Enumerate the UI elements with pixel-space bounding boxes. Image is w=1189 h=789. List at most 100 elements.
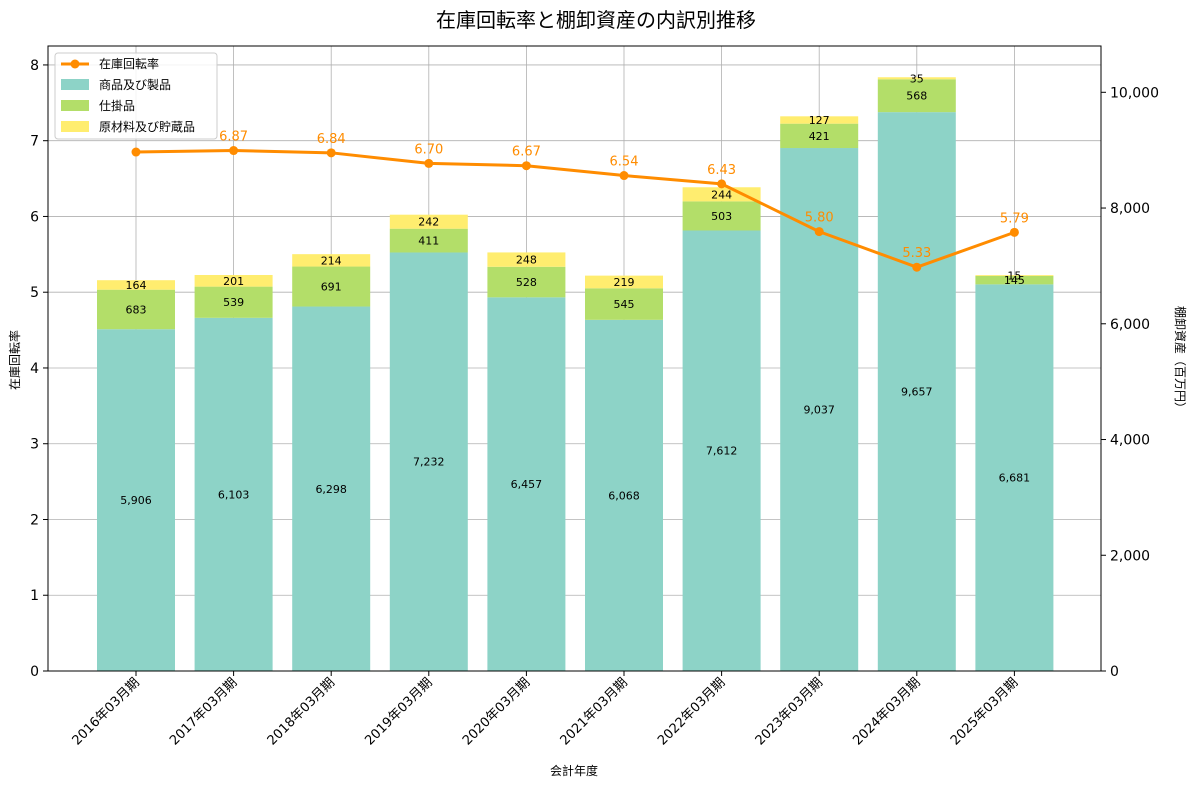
bar-value-label: 244 xyxy=(711,188,732,201)
bar-segment xyxy=(585,319,663,671)
turnover-point xyxy=(1009,227,1019,237)
bar-segment xyxy=(585,288,663,320)
plot-frame xyxy=(47,45,1102,672)
x-tick-label: 2020年03月期 xyxy=(460,675,533,748)
bar-segment xyxy=(487,266,566,298)
turnover-point xyxy=(619,171,629,181)
turnover-value-label: 6.67 xyxy=(512,145,541,160)
turnover-point xyxy=(717,179,727,189)
y-left-tick-label: 0 xyxy=(30,664,39,680)
bar-segment xyxy=(389,214,468,229)
bar-value-label: 9,657 xyxy=(901,386,933,399)
turnover-line-layer xyxy=(131,146,1019,272)
turnover-line xyxy=(135,149,1015,269)
turnover-value-label: 6.87 xyxy=(219,130,248,145)
bar-value-label: 201 xyxy=(223,275,244,288)
bar-segment xyxy=(194,274,273,287)
bar-value-label: 503 xyxy=(711,210,732,223)
bar-segment xyxy=(97,289,175,330)
bar-segment xyxy=(877,77,956,80)
bar-value-label: 528 xyxy=(516,276,537,289)
chart-title: 在庫回転率と棚卸資産の内訳別推移 xyxy=(436,8,756,32)
bar-value-label: 145 xyxy=(1004,274,1025,287)
bar-segment xyxy=(292,266,371,307)
y-left-tick-label: 6 xyxy=(30,209,39,225)
bar-segment xyxy=(682,187,761,202)
bar-segment xyxy=(682,201,761,231)
bar-value-label: 9,037 xyxy=(803,404,835,417)
y-left-tick-label: 5 xyxy=(30,285,39,301)
bar-segment xyxy=(194,317,273,671)
bar-segment xyxy=(877,112,956,672)
bar-segment xyxy=(975,275,1054,276)
turnover-value-label: 5.80 xyxy=(805,211,834,226)
y-axis-right-label: 棚卸資産（百万円） xyxy=(1173,306,1188,414)
legend-label: 原材料及び貯蔵品 xyxy=(99,120,195,134)
turnover-point xyxy=(814,227,824,237)
bar-value-label: 7,232 xyxy=(413,456,445,469)
turnover-point xyxy=(521,161,531,171)
bar-segment xyxy=(487,252,566,267)
y-right-tick-label: 4,000 xyxy=(1110,433,1150,449)
bar-segment xyxy=(194,286,273,318)
legend-swatch xyxy=(61,79,89,90)
bar-value-label: 127 xyxy=(809,114,830,127)
bar-value-label: 421 xyxy=(809,130,830,143)
y-right-tick-label: 8,000 xyxy=(1110,201,1150,217)
bar-value-label: 5,906 xyxy=(120,494,152,507)
bar-segment xyxy=(975,275,1054,285)
x-tick-label: 2017年03月期 xyxy=(167,675,240,748)
x-tick-label: 2024年03月期 xyxy=(850,675,923,748)
y-right-tick-label: 6,000 xyxy=(1110,317,1150,333)
y-left-tick-label: 1 xyxy=(30,588,39,604)
legend-label: 商品及び製品 xyxy=(99,77,171,92)
y-left-tick-label: 8 xyxy=(30,58,39,74)
bar-segment xyxy=(389,252,468,671)
y-right-tick-label: 10,000 xyxy=(1110,85,1159,101)
bar-value-label: 242 xyxy=(418,216,439,229)
bar-value-label: 6,103 xyxy=(218,488,250,501)
turnover-value-label: 6.43 xyxy=(707,163,736,178)
bar-segment xyxy=(585,275,663,289)
bar-label-layer: 5,906 683 164 6,103 539 201 6,298 691 214 7,232 41… xyxy=(120,72,1030,507)
x-tick-label: 2019年03月期 xyxy=(362,675,435,748)
bar-value-label: 568 xyxy=(906,90,927,103)
y-left-tick-label: 2 xyxy=(30,512,39,528)
turnover-value-label: 6.70 xyxy=(414,142,443,157)
bar-segment xyxy=(682,230,761,672)
bar-value-label: 545 xyxy=(614,298,635,311)
legend-swatch xyxy=(61,121,89,132)
turnover-value-label: 5.33 xyxy=(902,246,931,261)
bar-segment xyxy=(292,306,371,671)
turnover-point xyxy=(326,148,336,158)
turnover-point xyxy=(131,147,141,157)
bar-segment xyxy=(97,280,175,290)
bar-value-label: 35 xyxy=(910,72,924,85)
bar-value-label: 691 xyxy=(321,281,342,294)
y-right-tick-label: 2,000 xyxy=(1110,548,1150,564)
bar-segment xyxy=(292,254,371,267)
bar-value-label: 214 xyxy=(321,254,342,267)
legend-label: 仕掛品 xyxy=(99,98,135,113)
x-tick-label: 2025年03月期 xyxy=(948,675,1021,748)
bar-value-label: 6,298 xyxy=(315,483,347,496)
bar-value-label: 6,457 xyxy=(511,478,543,491)
y-right-tick-label: 0 xyxy=(1110,664,1119,680)
x-axis-label: 会計年度 xyxy=(550,763,598,778)
bar-value-label: 164 xyxy=(126,279,147,292)
x-tick-label: 2018年03月期 xyxy=(265,675,338,748)
y-left-tick-label: 7 xyxy=(30,134,39,150)
bar-segment xyxy=(780,116,859,124)
turnover-value-label: 6.84 xyxy=(317,132,346,147)
bar-value-label: 411 xyxy=(418,235,439,248)
turnover-value-label: 5.79 xyxy=(1000,211,1029,226)
turnover-point xyxy=(424,158,434,168)
y-left-tick-label: 3 xyxy=(30,437,39,453)
turnover-point xyxy=(229,146,239,156)
turnover-point xyxy=(912,262,922,272)
bar-value-label: 6,068 xyxy=(608,489,640,502)
bar-value-label: 683 xyxy=(126,303,147,316)
bar-segment xyxy=(975,284,1054,671)
